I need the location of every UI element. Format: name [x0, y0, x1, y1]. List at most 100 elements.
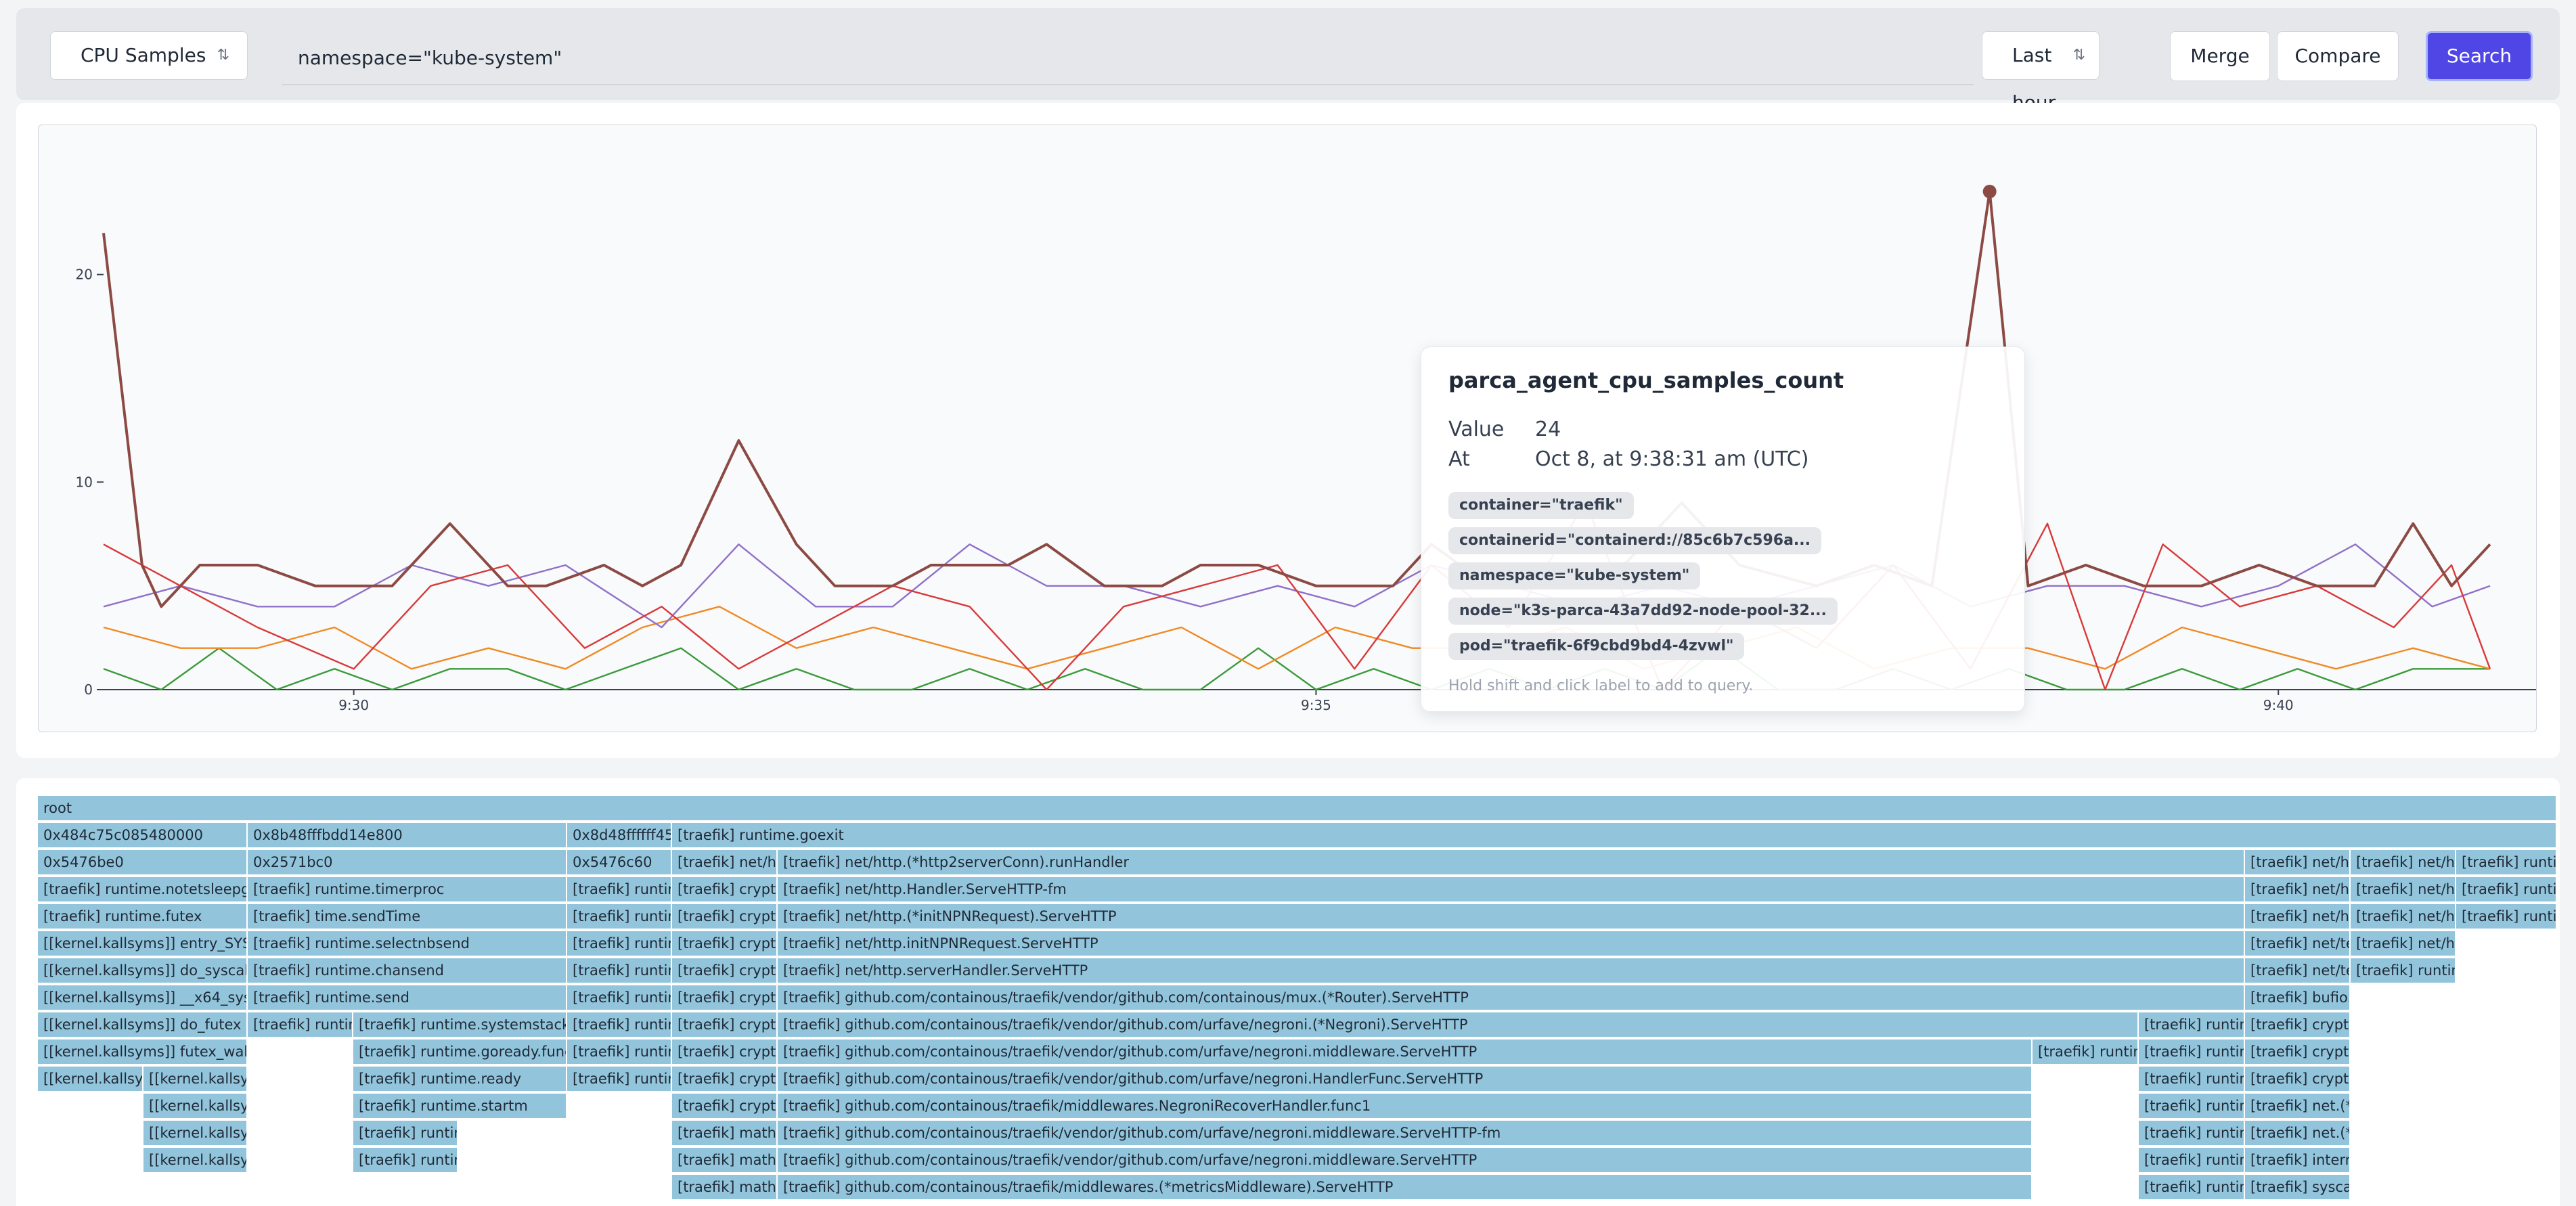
flame-frame[interactable]: [traefik] runtime.runqgrab [567, 931, 672, 956]
flame-frame[interactable]: [traefik] bufio.(*Reader).ReadLine [2245, 985, 2351, 1010]
label-pill[interactable]: namespace="kube-system" [1448, 562, 1701, 589]
label-pill[interactable]: container="traefik" [1448, 492, 1634, 519]
label-pill[interactable]: containerid="containerd://85c6b7c596a... [1448, 527, 1822, 554]
flame-frame[interactable]: [traefik] net/http.ReadResponse [2245, 904, 2351, 929]
flame-frame[interactable]: [traefik] net/http.Handler.ServeHTTP-fm [778, 877, 2245, 901]
flame-frame[interactable]: [traefik] runtime.memmove [2139, 1121, 2245, 1145]
flame-frame[interactable]: [traefik] crypto/tls.(*Conn).Read [672, 985, 778, 1010]
flame-frame[interactable]: [traefik] github.com/containous/traefik/… [778, 1040, 2033, 1064]
flame-frame[interactable]: [[kernel.kallsyms]] __x64_sys_futex [38, 985, 248, 1010]
flame-frame[interactable]: [traefik] runtime.memmove [2139, 1094, 2245, 1118]
flame-frame[interactable]: [traefik] runtime.gcBgMarkWorker [2456, 850, 2557, 874]
flame-frame[interactable]: [traefik] runtime.memmove [2139, 1175, 2245, 1199]
flame-frame[interactable]: [traefik] net/http.(*transferWriter).wri… [2351, 877, 2456, 901]
flame-frame[interactable]: [[kernel.kallsyms]] do_futex [38, 1012, 248, 1037]
flame-frame[interactable]: [[kernel.kallsyms]] _raw_spin_unlock_irq… [143, 1094, 248, 1118]
flame-frame[interactable]: 0x8d48ffffff45 [567, 823, 672, 847]
flame-frame[interactable]: [traefik] net.(*conn).Read [2245, 1094, 2351, 1118]
flame-frame[interactable]: [traefik] runtime.notetsleepg [38, 877, 248, 901]
flame-frame[interactable]: [traefik] crypto/tls.(*Conn).readRecord [672, 1094, 778, 1118]
metrics-chart-svg[interactable]: 0 10 20 9:30 9:35 9:40 [39, 125, 2536, 732]
flame-frame[interactable]: [traefik] net/http.(*initNPNRequest).Ser… [778, 904, 2245, 929]
series-line-series-red[interactable] [103, 501, 2491, 691]
flame-frame[interactable]: [traefik] runtime.notewakeup [353, 1121, 458, 1145]
flame-frame[interactable]: [traefik] internal/poll.(*FD).Read [2245, 1148, 2351, 1172]
highlight-point[interactable] [1982, 185, 1997, 198]
flame-frame[interactable]: [traefik] runtime.ready [353, 1067, 567, 1091]
flame-frame[interactable]: [[kernel.kallsyms]] do_syscall_64 [38, 958, 248, 983]
flame-frame[interactable]: [traefik] runtime.mallocgc [2033, 1040, 2139, 1064]
flame-frame[interactable]: [traefik] runtime.goready [248, 1012, 353, 1037]
flame-frame[interactable]: [[kernel.kallsyms]] entry_SYSCALL_64 [38, 931, 248, 956]
flame-frame[interactable]: [traefik] runtime.send [248, 985, 567, 1010]
flame-frame[interactable]: 0x484c75c085480000 [38, 823, 248, 847]
series-line-series-green[interactable] [103, 647, 2490, 691]
flame-frame[interactable]: [traefik] runtime.runqsteal [567, 904, 672, 929]
flame-frame[interactable]: [traefik] net.(*netFD).Read [2245, 1121, 2351, 1145]
flame-frame[interactable]: 0x2571bc0 [248, 850, 567, 874]
flame-frame[interactable]: [traefik] runtime.usleep [567, 1012, 672, 1037]
flame-frame[interactable]: [traefik] github.com/containous/traefik/… [778, 985, 2245, 1010]
flame-frame[interactable]: [traefik] math/big.nat.montgomery [672, 1148, 778, 1172]
flame-frame[interactable]: [traefik] net/http.(*body).Read [2351, 904, 2456, 929]
flame-frame[interactable]: [traefik] runtime.startm [353, 1094, 567, 1118]
flame-frame[interactable]: [traefik] net/http.(*persistConn).readRe… [2245, 877, 2351, 901]
flame-frame[interactable]: root [38, 796, 2557, 820]
flame-frame[interactable]: [traefik] runtime.memmove [2139, 1148, 2245, 1172]
flame-frame[interactable]: [traefik] runtime.memmove [2139, 1040, 2245, 1064]
flame-frame[interactable]: [[kernel.kallsyms]] try_to_wake_up [143, 1067, 248, 1091]
flame-frame[interactable]: [traefik] runtime.usleep [567, 958, 672, 983]
time-range-select[interactable]: Last hour ⇅ [1982, 31, 2100, 114]
flame-frame[interactable]: [traefik] runtime.goexit [672, 823, 2557, 847]
flame-frame[interactable]: 0x8b48fffbdd14e800 [248, 823, 567, 847]
flame-frame[interactable]: [traefik] crypto/tls.(*Conn).readRecord [2245, 1040, 2351, 1064]
flame-frame[interactable]: [traefik] github.com/containous/traefik/… [778, 1094, 2033, 1118]
flame-frame[interactable]: [traefik] net/http.(*persistConn).readLo… [2245, 850, 2351, 874]
flame-frame[interactable]: [traefik] runtime.growslice [2139, 1012, 2245, 1037]
flame-frame[interactable]: [traefik] crypto/tls.(*Conn).readRecord [672, 904, 778, 929]
flame-frame[interactable]: 0x5476be0 [38, 850, 248, 874]
metrics-graph[interactable]: 0 10 20 9:30 9:35 9:40 [38, 125, 2537, 732]
search-button[interactable]: Search [2426, 31, 2533, 81]
series-line-series-orange[interactable] [103, 606, 2491, 670]
flame-frame[interactable]: [[kernel.kallsyms]] native_write_msr [143, 1148, 248, 1172]
flame-frame[interactable]: [traefik] runtime.usleep [567, 985, 672, 1010]
series-line-traefik[interactable] [102, 190, 2491, 608]
flame-frame[interactable]: [traefik] github.com/containous/traefik/… [778, 1067, 2033, 1091]
flame-frame[interactable]: [traefik] crypto/tls.(*Conn).readFromUnt… [672, 1040, 778, 1064]
flame-frame[interactable]: [traefik] net/textproto.(*Reader).ReadLi… [2245, 931, 2351, 956]
flame-frame[interactable]: [[kernel.kallsyms]] wake_up_q [38, 1067, 143, 1091]
flame-frame[interactable]: [traefik] runtime.goready.func1 [353, 1040, 567, 1064]
flame-frame[interactable]: [traefik] github.com/containous/traefik/… [778, 1012, 2139, 1037]
label-pill[interactable]: node="k3s-parca-43a7dd92-node-pool-32... [1448, 598, 1838, 625]
flame-frame[interactable]: [traefik] runtime.timerproc [567, 877, 672, 901]
flame-frame[interactable]: [traefik] github.com/containous/traefik/… [778, 1148, 2033, 1172]
flame-frame[interactable]: [traefik] net/http.(*persistConn).writeL… [2351, 850, 2456, 874]
flame-frame[interactable]: [traefik] crypto/tls.(*atLeastReader).Re… [672, 1067, 778, 1091]
flame-frame[interactable]: [traefik] runtime.mcall [2351, 958, 2456, 983]
profile-type-select[interactable]: CPU Samples ⇅ [50, 31, 248, 80]
flame-frame[interactable]: [traefik] crypto/tls.(*atLeastReader).Re… [672, 958, 778, 983]
flame-frame[interactable]: [traefik] runtime.memmove [2139, 1067, 2245, 1091]
flame-frame[interactable]: [traefik] net/http.(*conn).serve [672, 850, 778, 874]
flame-frame[interactable]: [traefik] crypto/tls.(*Conn).readRecord [672, 1012, 778, 1037]
query-input[interactable]: namespace="kube-system" [282, 34, 1974, 85]
flame-frame[interactable]: [traefik] crypto/tls.(*Conn).readFromUnt… [672, 931, 778, 956]
compare-button[interactable]: Compare [2277, 31, 2399, 81]
flame-frame[interactable]: [traefik] net/http.initNPNRequest.ServeH… [778, 931, 2245, 956]
flame-frame[interactable]: [traefik] runtime.gcDrain [2456, 877, 2557, 901]
flame-frame[interactable]: [traefik] runtime.futex [38, 904, 248, 929]
flame-frame[interactable]: 0x5476c60 [567, 850, 672, 874]
flame-frame[interactable]: [traefik] runtime.chansend [248, 958, 567, 983]
flame-frame[interactable]: [traefik] syscall.Read [2245, 1175, 2351, 1199]
flame-frame[interactable]: [traefik] math/big.addMulVVW [672, 1175, 778, 1199]
flame-frame[interactable]: [traefik] time.sendTime [248, 904, 567, 929]
merge-button[interactable]: Merge [2170, 31, 2270, 81]
flame-frame[interactable]: [traefik] net/http.serverHandler.ServeHT… [778, 958, 2245, 983]
flame-frame[interactable]: [traefik] github.com/containous/traefik/… [778, 1175, 2033, 1199]
flame-frame[interactable]: [traefik] crypto/tls.(*Conn).readFromUnt… [2245, 1067, 2351, 1091]
series-line-series-purple[interactable] [103, 543, 2491, 629]
flame-frame[interactable]: [traefik] net/http.(*http2serverConn).ru… [778, 850, 2245, 874]
label-pill[interactable]: pod="traefik-6f9cbd9bd4-4zvwl" [1448, 633, 1745, 660]
flame-frame[interactable]: [traefik] runtime.usleep [567, 1067, 672, 1091]
